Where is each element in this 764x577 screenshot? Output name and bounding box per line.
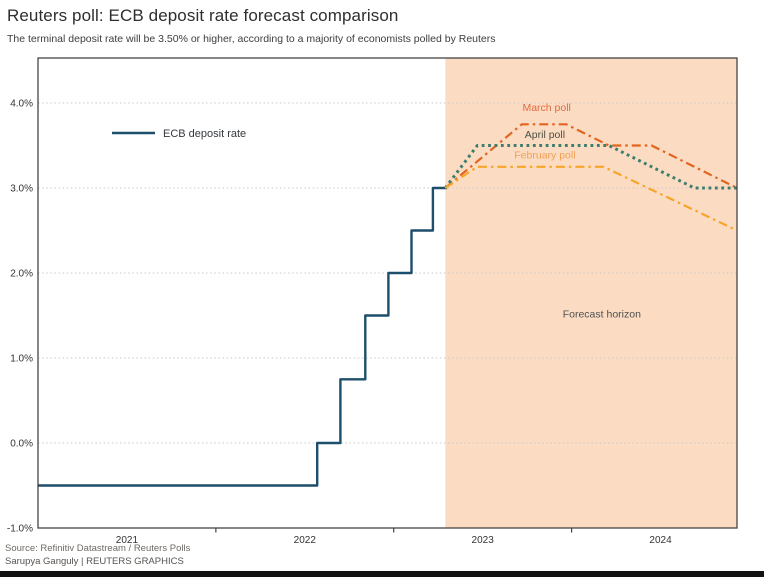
forecast-horizon-label: Forecast horizon (563, 308, 641, 320)
april-poll-label: April poll (525, 129, 565, 141)
y-tick-label--1.0%: -1.0% (7, 524, 33, 535)
x-tick-label-2024: 2024 (649, 535, 672, 546)
page-subtitle: The terminal deposit rate will be 3.50% … (7, 33, 496, 45)
y-tick-label-1.0%: 1.0% (10, 354, 33, 365)
legend: ECB deposit rate (112, 128, 246, 140)
y-tick-label-2.0%: 2.0% (10, 269, 33, 280)
forecast-horizon-region (445, 58, 737, 528)
x-tick-label-2023: 2023 (472, 535, 495, 546)
y-tick-label-4.0%: 4.0% (10, 99, 33, 110)
series-line-ecb-deposit-rate (38, 186, 448, 487)
february-poll-label: February poll (514, 150, 575, 162)
march-poll-label: March poll (522, 102, 570, 114)
x-tick-label-2021: 2021 (116, 535, 139, 546)
series-line-february-poll (444, 165, 738, 232)
y-tick-label-0.0%: 0.0% (10, 439, 33, 450)
page-title: Reuters poll: ECB deposit rate forecast … (7, 6, 399, 25)
series-line-march-poll (444, 123, 738, 189)
source-text: Source: Refinitiv Datastream / Reuters P… (5, 543, 191, 554)
y-tick-label-3.0%: 3.0% (10, 184, 33, 195)
bottom-divider-bar (0, 571, 764, 577)
legend-label: ECB deposit rate (163, 128, 246, 140)
credit-text: Sarupya Ganguly | REUTERS GRAPHICS (5, 556, 184, 567)
x-tick-label-2022: 2022 (294, 535, 317, 546)
plot-frame (37, 57, 738, 529)
series-line-april-poll (444, 144, 737, 190)
